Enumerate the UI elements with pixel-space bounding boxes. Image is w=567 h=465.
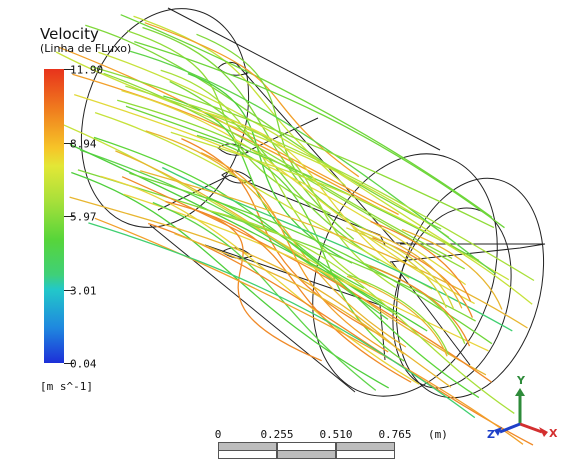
streamline <box>361 227 463 309</box>
support-strut-diag <box>391 261 471 366</box>
streamline <box>94 111 433 290</box>
streamline <box>91 66 495 229</box>
axis-triad[interactable] <box>484 380 564 460</box>
legend-tick <box>64 363 74 364</box>
streamline <box>72 73 412 226</box>
streamline <box>346 227 447 309</box>
streamline <box>88 222 476 419</box>
legend-color-bar <box>44 69 64 363</box>
cylinder-edge-bottom <box>149 224 356 393</box>
streamline <box>162 166 513 332</box>
streamline <box>71 171 390 389</box>
scale-tick-label: 0 <box>214 428 222 441</box>
streamline <box>206 196 480 399</box>
streamline <box>187 72 353 264</box>
streamline <box>353 227 455 309</box>
x-axis-arrowhead <box>539 427 548 437</box>
legend-tick-label: 3.01 <box>70 284 97 298</box>
legend-units: [m s^-1] <box>40 380 93 393</box>
streamline <box>121 89 475 305</box>
streamline <box>120 14 493 218</box>
legend-tick-label: 0.04 <box>70 357 97 371</box>
streamline <box>174 233 452 388</box>
streamline <box>115 150 487 376</box>
streamline <box>55 51 450 238</box>
streamline <box>346 275 448 357</box>
axis-y-label: Y <box>517 374 525 387</box>
legend-tick <box>64 69 74 70</box>
legend-title: Velocity <box>40 25 99 43</box>
streamline <box>94 217 524 445</box>
streamline <box>142 26 355 240</box>
blade-tip-2 <box>217 143 249 156</box>
scale-tick-label: 0.255 <box>260 428 294 441</box>
scale-bar-segment <box>218 450 277 459</box>
streamline <box>160 69 371 288</box>
streamline <box>170 131 533 305</box>
legend-tick-label: 8.94 <box>70 137 97 151</box>
streamline <box>196 33 373 234</box>
outlet-ring-outer <box>312 153 498 397</box>
streamline <box>98 51 510 281</box>
streamline <box>69 196 405 355</box>
streamline <box>129 50 495 274</box>
legend-tick-label: 11.90 <box>70 63 104 77</box>
legend-tick-label: 5.97 <box>70 210 97 224</box>
streamline <box>69 143 428 332</box>
scale-bar-segment <box>336 450 395 459</box>
streamline <box>103 72 453 259</box>
streamline <box>125 85 535 282</box>
streamline <box>165 200 412 383</box>
streamline <box>117 99 466 270</box>
scale-tick-label: 0.510 <box>319 428 353 441</box>
streamline <box>206 209 515 414</box>
streamline <box>129 172 493 345</box>
scale-tick-label: 0.765 <box>378 428 412 441</box>
legend-tick <box>64 143 74 144</box>
streamline <box>85 24 442 230</box>
streamline <box>348 274 450 356</box>
legend-tick <box>64 290 74 291</box>
streamline <box>100 175 420 385</box>
x-axis-arrow <box>519 422 543 434</box>
streamline <box>125 105 480 261</box>
streamline <box>134 40 505 229</box>
streamline <box>152 201 377 391</box>
legend-tick <box>64 216 74 217</box>
axis-x-label: X <box>549 427 558 440</box>
z-axis-arrowhead <box>494 427 502 436</box>
streamline <box>123 193 489 352</box>
streamline <box>145 130 407 348</box>
axis-z-label: Z <box>487 428 495 441</box>
streamline <box>198 109 410 280</box>
cylinder-edge-top <box>167 7 441 151</box>
support-frame-plate <box>157 174 386 246</box>
streamline <box>74 93 466 286</box>
z-axis-arrow <box>499 422 521 434</box>
streamline <box>369 265 471 347</box>
streamline <box>140 170 528 329</box>
streamline <box>370 220 472 302</box>
streamline <box>196 134 405 362</box>
legend-subtitle: (Linha de FLuxo) <box>40 42 132 55</box>
streamline <box>187 103 397 289</box>
streamline <box>200 152 389 353</box>
streamline <box>126 30 331 215</box>
y-axis-arrowhead <box>515 388 525 396</box>
scale-bar-segment <box>277 450 336 459</box>
streamline <box>193 208 322 362</box>
streamline <box>401 228 503 310</box>
scale-unit: (m) <box>428 428 448 441</box>
